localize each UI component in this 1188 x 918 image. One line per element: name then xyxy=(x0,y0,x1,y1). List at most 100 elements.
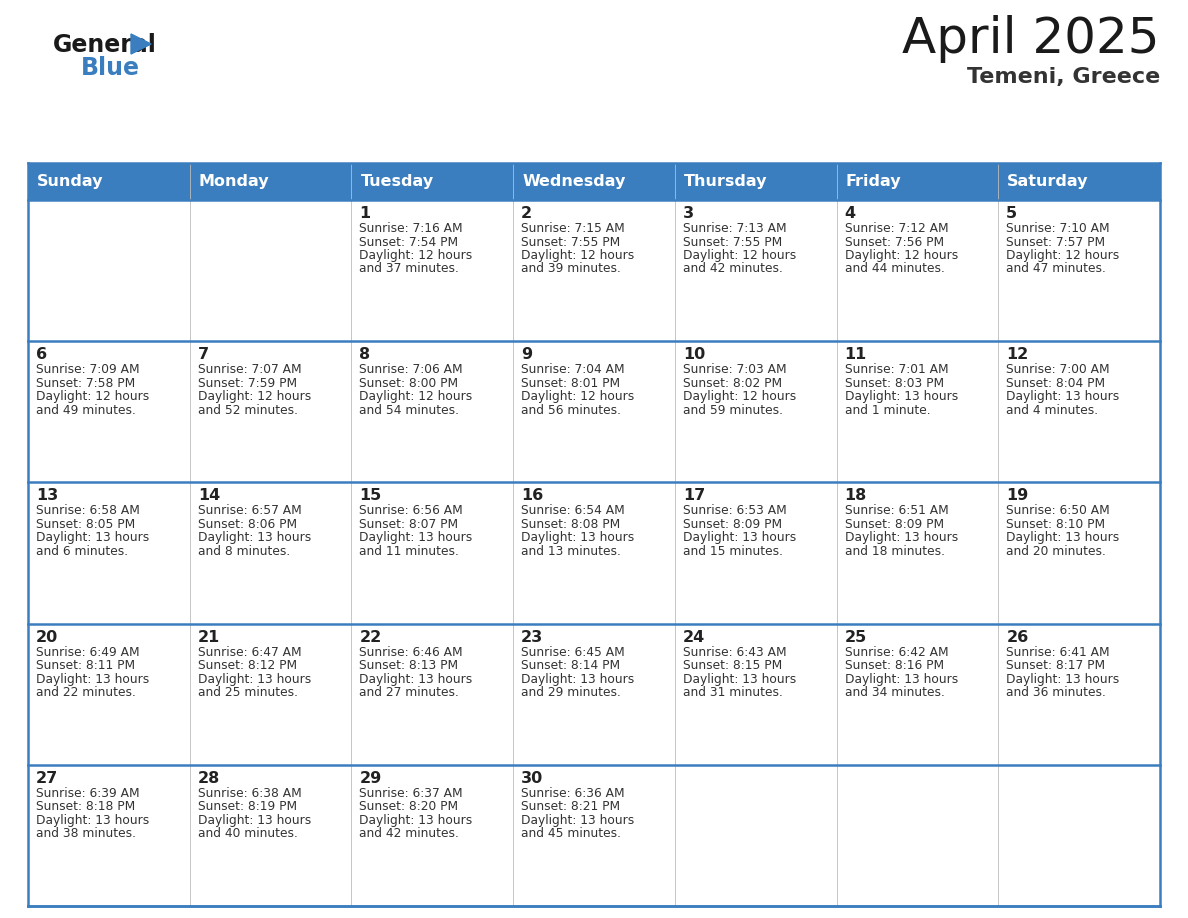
Text: Sunset: 8:04 PM: Sunset: 8:04 PM xyxy=(1006,376,1105,390)
Bar xyxy=(998,163,1159,200)
Bar xyxy=(190,200,352,341)
Text: Sunrise: 6:53 AM: Sunrise: 6:53 AM xyxy=(683,504,786,518)
Text: Sunrise: 6:37 AM: Sunrise: 6:37 AM xyxy=(360,787,463,800)
Bar xyxy=(29,163,190,200)
Text: Sunset: 7:57 PM: Sunset: 7:57 PM xyxy=(1006,236,1105,249)
Text: Sunrise: 6:58 AM: Sunrise: 6:58 AM xyxy=(36,504,140,518)
Text: Sunset: 8:06 PM: Sunset: 8:06 PM xyxy=(197,518,297,531)
Text: 20: 20 xyxy=(36,630,58,644)
Text: Daylight: 13 hours: Daylight: 13 hours xyxy=(683,532,796,544)
Text: Sunrise: 6:46 AM: Sunrise: 6:46 AM xyxy=(360,645,463,658)
Text: 22: 22 xyxy=(360,630,381,644)
Text: 30: 30 xyxy=(522,771,543,786)
Text: Sunset: 7:59 PM: Sunset: 7:59 PM xyxy=(197,376,297,390)
Bar xyxy=(836,341,998,482)
Text: Daylight: 13 hours: Daylight: 13 hours xyxy=(360,813,473,827)
Text: Sunrise: 6:47 AM: Sunrise: 6:47 AM xyxy=(197,645,302,658)
Text: Daylight: 12 hours: Daylight: 12 hours xyxy=(197,390,311,403)
Bar xyxy=(836,765,998,906)
Bar xyxy=(836,482,998,623)
Text: Sunset: 8:15 PM: Sunset: 8:15 PM xyxy=(683,659,782,672)
Bar xyxy=(836,200,998,341)
Text: Sunrise: 7:04 AM: Sunrise: 7:04 AM xyxy=(522,364,625,376)
Text: Sunrise: 6:54 AM: Sunrise: 6:54 AM xyxy=(522,504,625,518)
Text: Daylight: 13 hours: Daylight: 13 hours xyxy=(360,673,473,686)
Bar xyxy=(998,341,1159,482)
Text: Daylight: 12 hours: Daylight: 12 hours xyxy=(683,249,796,262)
Text: Sunrise: 6:36 AM: Sunrise: 6:36 AM xyxy=(522,787,625,800)
Text: Daylight: 13 hours: Daylight: 13 hours xyxy=(845,673,958,686)
Text: and 42 minutes.: and 42 minutes. xyxy=(683,263,783,275)
Text: Monday: Monday xyxy=(198,174,270,189)
Bar xyxy=(836,163,998,200)
Text: 4: 4 xyxy=(845,206,855,221)
Text: Sunset: 8:00 PM: Sunset: 8:00 PM xyxy=(360,376,459,390)
Bar xyxy=(352,341,513,482)
Text: Daylight: 13 hours: Daylight: 13 hours xyxy=(36,673,150,686)
Text: Daylight: 13 hours: Daylight: 13 hours xyxy=(36,532,150,544)
Text: Daylight: 13 hours: Daylight: 13 hours xyxy=(36,813,150,827)
Text: Sunrise: 6:43 AM: Sunrise: 6:43 AM xyxy=(683,645,786,658)
Text: 13: 13 xyxy=(36,488,58,503)
Text: Daylight: 13 hours: Daylight: 13 hours xyxy=(845,532,958,544)
Text: Daylight: 13 hours: Daylight: 13 hours xyxy=(522,673,634,686)
Bar xyxy=(675,482,836,623)
Text: 8: 8 xyxy=(360,347,371,363)
Text: and 34 minutes.: and 34 minutes. xyxy=(845,686,944,700)
Text: Sunset: 8:02 PM: Sunset: 8:02 PM xyxy=(683,376,782,390)
Text: Daylight: 12 hours: Daylight: 12 hours xyxy=(683,390,796,403)
Text: and 39 minutes.: and 39 minutes. xyxy=(522,263,621,275)
Text: Thursday: Thursday xyxy=(684,174,767,189)
Text: Daylight: 13 hours: Daylight: 13 hours xyxy=(683,673,796,686)
Text: Daylight: 13 hours: Daylight: 13 hours xyxy=(1006,532,1119,544)
Text: 11: 11 xyxy=(845,347,867,363)
Text: 10: 10 xyxy=(683,347,706,363)
Text: and 6 minutes.: and 6 minutes. xyxy=(36,545,128,558)
Text: and 25 minutes.: and 25 minutes. xyxy=(197,686,298,700)
Text: Blue: Blue xyxy=(81,56,140,80)
Text: 23: 23 xyxy=(522,630,543,644)
Text: Daylight: 13 hours: Daylight: 13 hours xyxy=(1006,673,1119,686)
Text: Sunrise: 6:56 AM: Sunrise: 6:56 AM xyxy=(360,504,463,518)
Bar xyxy=(29,341,190,482)
Text: Daylight: 12 hours: Daylight: 12 hours xyxy=(360,249,473,262)
Text: and 38 minutes.: and 38 minutes. xyxy=(36,827,135,840)
Text: 24: 24 xyxy=(683,630,706,644)
Text: Sunrise: 7:10 AM: Sunrise: 7:10 AM xyxy=(1006,222,1110,235)
Bar xyxy=(998,482,1159,623)
Bar xyxy=(675,163,836,200)
Text: Sunrise: 7:07 AM: Sunrise: 7:07 AM xyxy=(197,364,302,376)
Text: 26: 26 xyxy=(1006,630,1029,644)
Text: 7: 7 xyxy=(197,347,209,363)
Text: Wednesday: Wednesday xyxy=(523,174,626,189)
Text: Sunrise: 7:00 AM: Sunrise: 7:00 AM xyxy=(1006,364,1110,376)
Text: Sunset: 7:56 PM: Sunset: 7:56 PM xyxy=(845,236,943,249)
Text: and 54 minutes.: and 54 minutes. xyxy=(360,404,460,417)
Text: Saturday: Saturday xyxy=(1007,174,1088,189)
Text: and 40 minutes.: and 40 minutes. xyxy=(197,827,297,840)
Text: and 15 minutes.: and 15 minutes. xyxy=(683,545,783,558)
Text: Sunrise: 7:13 AM: Sunrise: 7:13 AM xyxy=(683,222,786,235)
Text: 3: 3 xyxy=(683,206,694,221)
Text: 2: 2 xyxy=(522,206,532,221)
Text: and 13 minutes.: and 13 minutes. xyxy=(522,545,621,558)
Text: Daylight: 13 hours: Daylight: 13 hours xyxy=(360,532,473,544)
Bar xyxy=(513,623,675,765)
Bar xyxy=(513,765,675,906)
Text: Daylight: 13 hours: Daylight: 13 hours xyxy=(522,813,634,827)
Polygon shape xyxy=(131,34,151,54)
Text: Sunrise: 6:38 AM: Sunrise: 6:38 AM xyxy=(197,787,302,800)
Bar xyxy=(836,623,998,765)
Text: Sunset: 7:55 PM: Sunset: 7:55 PM xyxy=(522,236,620,249)
Bar xyxy=(190,482,352,623)
Text: Sunset: 8:17 PM: Sunset: 8:17 PM xyxy=(1006,659,1105,672)
Text: and 11 minutes.: and 11 minutes. xyxy=(360,545,460,558)
Bar xyxy=(675,200,836,341)
Text: Sunset: 8:12 PM: Sunset: 8:12 PM xyxy=(197,659,297,672)
Text: Sunset: 8:07 PM: Sunset: 8:07 PM xyxy=(360,518,459,531)
Text: Sunrise: 6:41 AM: Sunrise: 6:41 AM xyxy=(1006,645,1110,658)
Text: and 18 minutes.: and 18 minutes. xyxy=(845,545,944,558)
Text: Sunset: 8:05 PM: Sunset: 8:05 PM xyxy=(36,518,135,531)
Text: Sunset: 8:01 PM: Sunset: 8:01 PM xyxy=(522,376,620,390)
Text: and 44 minutes.: and 44 minutes. xyxy=(845,263,944,275)
